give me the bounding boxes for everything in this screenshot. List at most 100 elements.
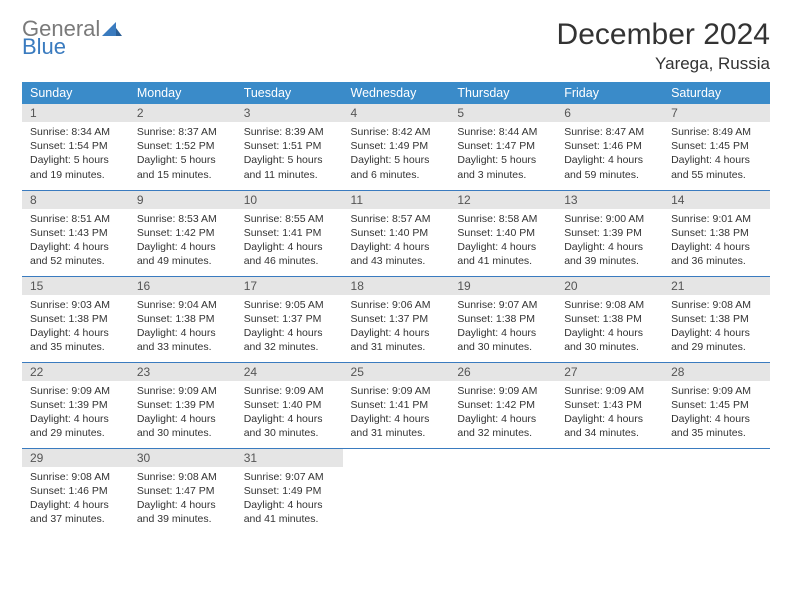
daylight-text: Daylight: 4 hours — [671, 153, 762, 167]
sunrise-text: Sunrise: 9:08 AM — [30, 470, 121, 484]
day-number: 18 — [343, 277, 450, 295]
title-block: December 2024 Yarega, Russia — [557, 18, 770, 74]
daylight-text: Daylight: 4 hours — [244, 498, 335, 512]
sunrise-text: Sunrise: 9:07 AM — [457, 298, 548, 312]
daylight-text: and 30 minutes. — [137, 426, 228, 440]
logo-sail-icon — [102, 16, 122, 41]
sunset-text: Sunset: 1:49 PM — [244, 484, 335, 498]
daylight-text: and 52 minutes. — [30, 254, 121, 268]
sunset-text: Sunset: 1:38 PM — [671, 312, 762, 326]
sunset-text: Sunset: 1:39 PM — [30, 398, 121, 412]
daylight-text: and 32 minutes. — [457, 426, 548, 440]
calendar-cell: 19Sunrise: 9:07 AMSunset: 1:38 PMDayligh… — [449, 276, 556, 362]
sunset-text: Sunset: 1:47 PM — [457, 139, 548, 153]
sunrise-text: Sunrise: 9:09 AM — [457, 384, 548, 398]
calendar-cell: 8Sunrise: 8:51 AMSunset: 1:43 PMDaylight… — [22, 190, 129, 276]
daylight-text: and 30 minutes. — [457, 340, 548, 354]
calendar-cell: 31Sunrise: 9:07 AMSunset: 1:49 PMDayligh… — [236, 448, 343, 534]
daylight-text: Daylight: 4 hours — [457, 240, 548, 254]
day-number: 20 — [556, 277, 663, 295]
sunset-text: Sunset: 1:40 PM — [351, 226, 442, 240]
sunrise-text: Sunrise: 9:09 AM — [671, 384, 762, 398]
day-number: 4 — [343, 104, 450, 122]
sunrise-text: Sunrise: 8:42 AM — [351, 125, 442, 139]
sunset-text: Sunset: 1:39 PM — [564, 226, 655, 240]
daylight-text: and 31 minutes. — [351, 340, 442, 354]
calendar-row: 15Sunrise: 9:03 AMSunset: 1:38 PMDayligh… — [22, 276, 770, 362]
day-body: Sunrise: 9:00 AMSunset: 1:39 PMDaylight:… — [556, 209, 663, 273]
day-body: Sunrise: 9:09 AMSunset: 1:40 PMDaylight:… — [236, 381, 343, 445]
sunrise-text: Sunrise: 8:37 AM — [137, 125, 228, 139]
day-body: Sunrise: 9:09 AMSunset: 1:43 PMDaylight:… — [556, 381, 663, 445]
day-body: Sunrise: 9:09 AMSunset: 1:39 PMDaylight:… — [129, 381, 236, 445]
sunset-text: Sunset: 1:37 PM — [244, 312, 335, 326]
weekday-header: Friday — [556, 82, 663, 104]
sunrise-text: Sunrise: 9:03 AM — [30, 298, 121, 312]
daylight-text: and 29 minutes. — [671, 340, 762, 354]
day-body: Sunrise: 9:08 AMSunset: 1:38 PMDaylight:… — [556, 295, 663, 359]
daylight-text: Daylight: 4 hours — [137, 240, 228, 254]
day-body: Sunrise: 8:58 AMSunset: 1:40 PMDaylight:… — [449, 209, 556, 273]
daylight-text: Daylight: 4 hours — [244, 240, 335, 254]
day-number: 27 — [556, 363, 663, 381]
sunrise-text: Sunrise: 9:04 AM — [137, 298, 228, 312]
day-body: Sunrise: 9:08 AMSunset: 1:38 PMDaylight:… — [663, 295, 770, 359]
sunset-text: Sunset: 1:38 PM — [671, 226, 762, 240]
day-body: Sunrise: 8:55 AMSunset: 1:41 PMDaylight:… — [236, 209, 343, 273]
day-number: 6 — [556, 104, 663, 122]
day-body: Sunrise: 8:47 AMSunset: 1:46 PMDaylight:… — [556, 122, 663, 186]
calendar-cell: 25Sunrise: 9:09 AMSunset: 1:41 PMDayligh… — [343, 362, 450, 448]
sunset-text: Sunset: 1:42 PM — [137, 226, 228, 240]
daylight-text: Daylight: 4 hours — [671, 326, 762, 340]
day-body: Sunrise: 8:42 AMSunset: 1:49 PMDaylight:… — [343, 122, 450, 186]
day-number: 10 — [236, 191, 343, 209]
calendar-cell: 30Sunrise: 9:08 AMSunset: 1:47 PMDayligh… — [129, 448, 236, 534]
day-number: 9 — [129, 191, 236, 209]
day-body: Sunrise: 9:06 AMSunset: 1:37 PMDaylight:… — [343, 295, 450, 359]
day-number: 15 — [22, 277, 129, 295]
daylight-text: Daylight: 4 hours — [244, 412, 335, 426]
weekday-header: Saturday — [663, 82, 770, 104]
location-label: Yarega, Russia — [557, 54, 770, 74]
day-number: 3 — [236, 104, 343, 122]
day-body: Sunrise: 8:37 AMSunset: 1:52 PMDaylight:… — [129, 122, 236, 186]
calendar-cell: 6Sunrise: 8:47 AMSunset: 1:46 PMDaylight… — [556, 104, 663, 190]
daylight-text: Daylight: 4 hours — [30, 412, 121, 426]
sunrise-text: Sunrise: 8:53 AM — [137, 212, 228, 226]
sunset-text: Sunset: 1:43 PM — [564, 398, 655, 412]
sunrise-text: Sunrise: 9:08 AM — [137, 470, 228, 484]
daylight-text: Daylight: 4 hours — [564, 153, 655, 167]
sunset-text: Sunset: 1:51 PM — [244, 139, 335, 153]
daylight-text: and 43 minutes. — [351, 254, 442, 268]
daylight-text: and 32 minutes. — [244, 340, 335, 354]
sunset-text: Sunset: 1:38 PM — [30, 312, 121, 326]
daylight-text: and 55 minutes. — [671, 168, 762, 182]
weekday-header: Monday — [129, 82, 236, 104]
daylight-text: and 35 minutes. — [671, 426, 762, 440]
sunset-text: Sunset: 1:40 PM — [457, 226, 548, 240]
day-number: 21 — [663, 277, 770, 295]
daylight-text: and 31 minutes. — [351, 426, 442, 440]
day-number: 23 — [129, 363, 236, 381]
daylight-text: and 39 minutes. — [564, 254, 655, 268]
daylight-text: and 37 minutes. — [30, 512, 121, 526]
sunrise-text: Sunrise: 9:09 AM — [244, 384, 335, 398]
day-body: Sunrise: 8:53 AMSunset: 1:42 PMDaylight:… — [129, 209, 236, 273]
day-number: 26 — [449, 363, 556, 381]
day-number: 12 — [449, 191, 556, 209]
sunrise-text: Sunrise: 9:06 AM — [351, 298, 442, 312]
daylight-text: and 30 minutes. — [564, 340, 655, 354]
sunrise-text: Sunrise: 9:00 AM — [564, 212, 655, 226]
calendar-cell: 9Sunrise: 8:53 AMSunset: 1:42 PMDaylight… — [129, 190, 236, 276]
sunset-text: Sunset: 1:40 PM — [244, 398, 335, 412]
daylight-text: and 11 minutes. — [244, 168, 335, 182]
day-body: Sunrise: 8:49 AMSunset: 1:45 PMDaylight:… — [663, 122, 770, 186]
calendar-cell — [449, 448, 556, 534]
weekday-row: Sunday Monday Tuesday Wednesday Thursday… — [22, 82, 770, 104]
calendar-cell: 3Sunrise: 8:39 AMSunset: 1:51 PMDaylight… — [236, 104, 343, 190]
calendar-cell: 5Sunrise: 8:44 AMSunset: 1:47 PMDaylight… — [449, 104, 556, 190]
calendar-cell: 27Sunrise: 9:09 AMSunset: 1:43 PMDayligh… — [556, 362, 663, 448]
daylight-text: and 46 minutes. — [244, 254, 335, 268]
daylight-text: Daylight: 4 hours — [351, 326, 442, 340]
sunrise-text: Sunrise: 8:34 AM — [30, 125, 121, 139]
